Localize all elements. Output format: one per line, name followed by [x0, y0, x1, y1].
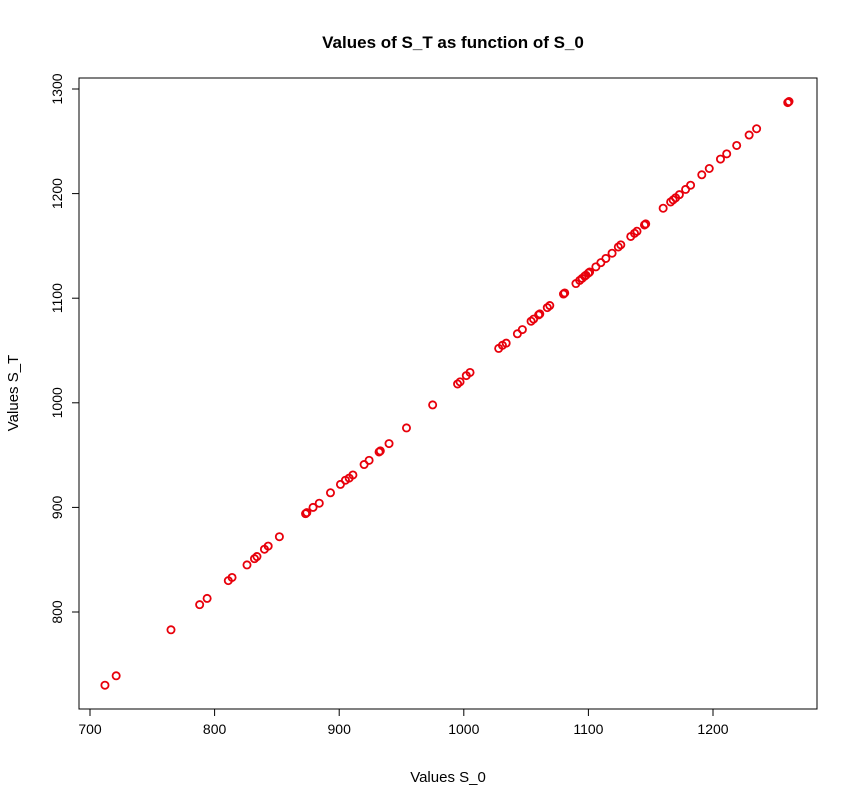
data-point	[715, 154, 725, 164]
plot-frame	[78, 77, 818, 710]
data-point	[784, 97, 794, 107]
data-point	[100, 680, 110, 690]
data-point	[308, 502, 318, 512]
data-point	[428, 400, 438, 410]
data-point	[616, 240, 626, 250]
data-point	[722, 149, 732, 159]
y-tick-label: 800	[49, 600, 65, 624]
y-tick-label: 1200	[49, 178, 65, 209]
x-tick-label: 1000	[448, 721, 479, 737]
data-point	[302, 508, 312, 518]
data-point	[517, 325, 527, 335]
data-point	[585, 267, 595, 277]
data-point	[375, 446, 385, 456]
data-point	[364, 455, 374, 465]
y-axis: 800 900 1000 1100 1200 1300	[49, 73, 80, 624]
y-tick-label: 1000	[49, 387, 65, 418]
x-tick-label: 900	[328, 721, 352, 737]
data-point	[227, 572, 237, 582]
data-point	[560, 288, 570, 298]
data-point	[455, 377, 465, 387]
x-axis: 700 800 900 1000 1100 1200	[78, 708, 729, 737]
data-point	[601, 253, 611, 263]
chart-title: Values of S_T as function of S_0	[322, 33, 584, 52]
data-point	[325, 488, 335, 498]
data-point	[501, 338, 511, 348]
data-point	[752, 124, 762, 134]
data-point	[202, 593, 212, 603]
data-point	[674, 190, 684, 200]
x-tick-label: 700	[78, 721, 102, 737]
data-point	[744, 130, 754, 140]
data-point	[686, 180, 696, 190]
data-point	[274, 532, 284, 542]
x-tick-label: 1100	[573, 721, 603, 737]
data-point	[263, 541, 273, 551]
data-point	[545, 301, 555, 311]
y-tick-label: 1100	[49, 283, 65, 313]
data-point	[384, 439, 394, 449]
data-point	[732, 140, 742, 150]
data-point	[252, 552, 262, 562]
data-point	[535, 309, 545, 319]
y-tick-label: 1300	[49, 73, 65, 104]
data-point	[195, 600, 205, 610]
data-point	[641, 219, 651, 229]
data-point	[465, 367, 475, 377]
data-point	[632, 226, 642, 236]
data-point	[697, 170, 707, 180]
data-point	[314, 498, 324, 508]
y-tick-label: 900	[49, 496, 65, 520]
data-point	[607, 248, 617, 258]
x-tick-label: 1200	[697, 721, 728, 737]
data-points	[100, 97, 794, 690]
data-point	[242, 560, 252, 570]
y-axis-label: Values S_T	[5, 355, 22, 431]
data-point	[166, 625, 176, 635]
x-axis-label: Values S_0	[410, 769, 486, 786]
x-tick-label: 800	[203, 721, 227, 737]
data-point	[348, 470, 358, 480]
data-point	[658, 203, 668, 213]
data-point	[111, 671, 121, 681]
data-point	[401, 423, 411, 433]
data-point	[704, 163, 714, 173]
